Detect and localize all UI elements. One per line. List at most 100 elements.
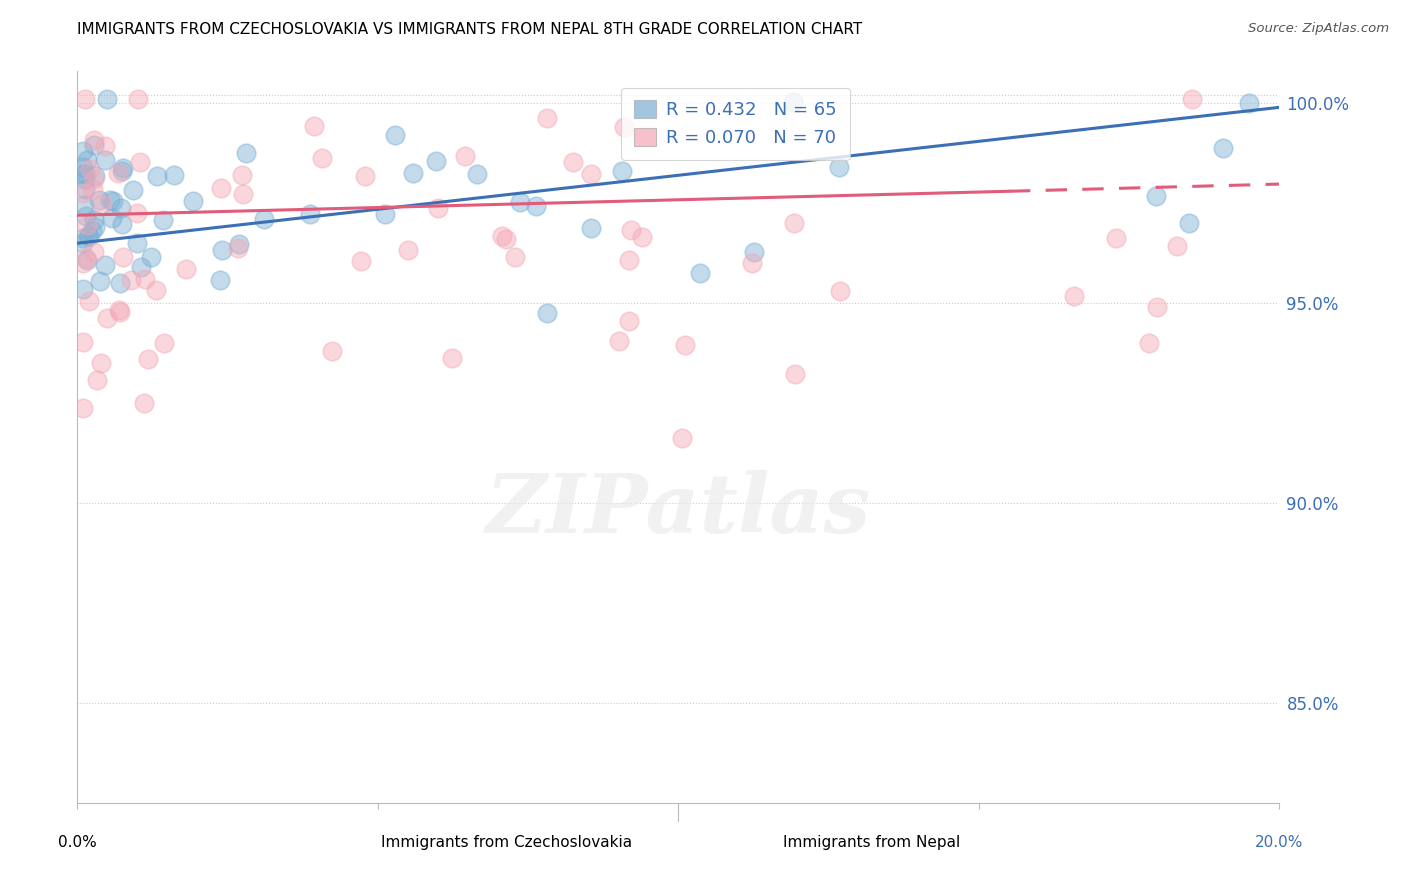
Point xyxy=(311,152,333,166)
Point xyxy=(83,133,105,147)
Point xyxy=(110,201,132,215)
Point xyxy=(298,207,321,221)
Text: 0.0%: 0.0% xyxy=(58,836,97,850)
Point xyxy=(127,205,149,219)
Point xyxy=(107,166,129,180)
Point xyxy=(830,284,852,298)
Point xyxy=(610,163,633,178)
Point xyxy=(96,311,118,326)
Point xyxy=(609,334,631,349)
Point xyxy=(631,230,654,244)
Point xyxy=(396,244,419,258)
Point xyxy=(83,137,105,152)
Text: Immigrants from Czechoslovakia: Immigrants from Czechoslovakia xyxy=(381,836,631,850)
Point xyxy=(75,167,97,181)
Point xyxy=(689,266,711,280)
Point xyxy=(402,166,425,180)
Point xyxy=(783,216,806,230)
Point xyxy=(93,259,115,273)
Point xyxy=(77,294,100,309)
Point xyxy=(83,172,105,186)
Point xyxy=(235,146,257,161)
Point xyxy=(134,396,156,410)
Point xyxy=(72,230,94,244)
Text: Source: ZipAtlas.com: Source: ZipAtlas.com xyxy=(1249,22,1389,36)
Point xyxy=(441,351,464,366)
Point xyxy=(72,186,94,200)
Point xyxy=(121,183,143,197)
Point xyxy=(90,356,112,370)
Point xyxy=(127,92,149,106)
Point xyxy=(73,172,96,186)
Point xyxy=(76,218,98,232)
Point xyxy=(79,162,101,177)
Point xyxy=(1144,189,1167,203)
Point xyxy=(110,276,132,290)
Point xyxy=(536,306,558,320)
Point xyxy=(163,168,186,182)
Point xyxy=(94,153,117,167)
Point xyxy=(72,235,94,250)
Point xyxy=(619,223,641,237)
Point xyxy=(453,149,475,163)
Point xyxy=(120,273,142,287)
Point xyxy=(354,169,377,184)
Point xyxy=(83,169,105,184)
Point xyxy=(128,154,150,169)
Point xyxy=(1239,96,1261,111)
Point xyxy=(72,145,94,159)
Point xyxy=(83,213,105,227)
Point xyxy=(209,272,232,286)
Text: IMMIGRANTS FROM CZECHOSLOVAKIA VS IMMIGRANTS FROM NEPAL 8TH GRADE CORRELATION CH: IMMIGRANTS FROM CZECHOSLOVAKIA VS IMMIGR… xyxy=(77,22,862,37)
Point xyxy=(536,111,558,125)
Point xyxy=(1146,301,1168,315)
Point xyxy=(509,194,531,209)
Point xyxy=(384,128,406,142)
Point xyxy=(673,338,696,352)
Point xyxy=(1105,231,1128,245)
Point xyxy=(495,232,517,246)
Point xyxy=(101,194,124,208)
Point xyxy=(72,198,94,212)
Point xyxy=(111,164,134,178)
Point xyxy=(253,211,276,226)
Point xyxy=(86,373,108,387)
Point xyxy=(141,250,163,264)
Point xyxy=(782,95,804,109)
Point xyxy=(1137,336,1160,351)
Point xyxy=(75,182,97,196)
Point xyxy=(491,229,513,244)
Point xyxy=(579,167,602,181)
Point xyxy=(613,120,636,135)
Point xyxy=(112,250,135,264)
Point xyxy=(75,251,97,265)
Point xyxy=(617,252,640,267)
Point xyxy=(101,211,124,225)
Point xyxy=(82,182,104,196)
Point xyxy=(125,236,148,251)
Point xyxy=(1178,216,1201,230)
Point xyxy=(80,224,103,238)
Legend: R = 0.432   N = 65, R = 0.070   N = 70: R = 0.432 N = 65, R = 0.070 N = 70 xyxy=(621,87,849,160)
Point xyxy=(91,197,114,211)
Point xyxy=(302,119,325,133)
Point xyxy=(231,168,253,182)
Point xyxy=(524,198,547,212)
Point xyxy=(1166,238,1188,252)
Point xyxy=(374,207,396,221)
Point xyxy=(228,237,250,252)
Point xyxy=(76,153,98,168)
Point xyxy=(232,187,254,202)
Point xyxy=(98,193,121,207)
Point xyxy=(129,260,152,275)
Point xyxy=(77,228,100,243)
Text: ZIPatlas: ZIPatlas xyxy=(485,470,872,550)
Point xyxy=(72,401,94,415)
Point xyxy=(425,154,447,169)
Point xyxy=(110,218,132,232)
Point xyxy=(89,274,111,288)
Point xyxy=(209,181,232,195)
Text: Immigrants from Nepal: Immigrants from Nepal xyxy=(783,836,960,850)
Point xyxy=(73,92,96,106)
Point xyxy=(671,432,693,446)
